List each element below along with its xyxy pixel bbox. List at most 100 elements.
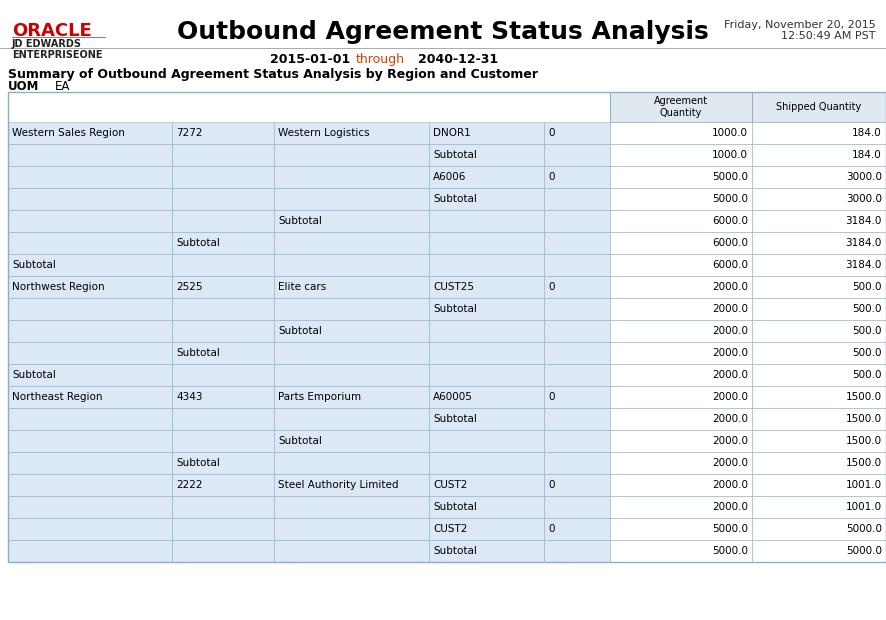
Text: 500.0: 500.0 [852,348,882,358]
Text: 2000.0: 2000.0 [712,480,748,490]
Text: 2015-01-01: 2015-01-01 [270,53,350,66]
Text: 6000.0: 6000.0 [712,260,748,270]
Bar [8,254,172,276]
Text: 6000.0: 6000.0 [712,216,748,226]
Bar [172,386,274,408]
Bar [544,276,610,298]
Bar [274,496,429,518]
Bar [610,496,752,518]
Bar [544,320,610,342]
Text: Subtotal: Subtotal [176,458,220,468]
Bar [274,188,429,210]
Text: 6000.0: 6000.0 [712,238,748,248]
Text: ENTERPRISEONE: ENTERPRISEONE [12,50,103,60]
Bar [429,452,544,474]
Bar [752,430,886,452]
Bar [752,276,886,298]
Bar [544,430,610,452]
Text: Subtotal: Subtotal [176,238,220,248]
Bar [274,276,429,298]
Bar [172,320,274,342]
Bar [274,540,429,562]
Bar [172,232,274,254]
Bar [752,166,886,188]
Bar [429,474,544,496]
Bar [429,430,544,452]
Bar [274,408,429,430]
Text: JD EDWARDS: JD EDWARDS [12,39,82,49]
Bar [429,144,544,166]
Text: 5000.0: 5000.0 [712,546,748,556]
Text: Subtotal: Subtotal [278,436,322,446]
Text: 3184.0: 3184.0 [845,260,882,270]
Bar [172,518,274,540]
Bar [752,144,886,166]
Bar [544,496,610,518]
Bar [610,188,752,210]
Text: 0: 0 [548,524,555,534]
Bar [752,298,886,320]
Bar [544,144,610,166]
Text: Subtotal: Subtotal [278,326,322,336]
Text: 3184.0: 3184.0 [845,216,882,226]
Bar [544,210,610,232]
Text: 1500.0: 1500.0 [846,436,882,446]
Text: 2000.0: 2000.0 [712,326,748,336]
Text: 2000.0: 2000.0 [712,282,748,292]
Bar [752,386,886,408]
Bar [8,474,172,496]
Text: Western Logistics: Western Logistics [278,128,369,138]
Text: 500.0: 500.0 [852,304,882,314]
Text: DNOR1: DNOR1 [433,128,470,138]
Text: EA: EA [55,80,70,93]
Text: Northwest Region: Northwest Region [12,282,105,292]
Text: 500.0: 500.0 [852,370,882,380]
Bar [610,298,752,320]
Text: 5000.0: 5000.0 [712,194,748,204]
Bar [8,298,172,320]
Text: Shipped Quantity: Shipped Quantity [776,102,861,112]
Bar [752,342,886,364]
Text: Subtotal: Subtotal [433,414,477,424]
Bar [274,430,429,452]
Text: 2000.0: 2000.0 [712,502,748,512]
Bar [752,188,886,210]
Bar [172,276,274,298]
Text: 3000.0: 3000.0 [846,172,882,182]
Bar [544,386,610,408]
Text: Subtotal: Subtotal [12,370,56,380]
Text: 3000.0: 3000.0 [846,194,882,204]
Bar [429,166,544,188]
Text: CUST2: CUST2 [433,480,468,490]
Bar [610,518,752,540]
Text: 500.0: 500.0 [852,326,882,336]
Bar [610,474,752,496]
Bar [610,540,752,562]
Bar [752,474,886,496]
Bar [8,92,886,562]
Bar [172,474,274,496]
Text: 184.0: 184.0 [852,128,882,138]
Bar [610,386,752,408]
Bar [544,540,610,562]
Bar [610,122,752,144]
Bar [8,166,172,188]
Text: A60005: A60005 [433,392,473,402]
Bar [274,232,429,254]
Bar [429,540,544,562]
Text: Subtotal: Subtotal [12,260,56,270]
Text: Subtotal: Subtotal [433,150,477,160]
Bar [544,408,610,430]
Bar [544,232,610,254]
Text: ORACLE: ORACLE [12,22,92,40]
Bar [274,254,429,276]
Text: Western Sales Region: Western Sales Region [12,128,125,138]
Bar [752,232,886,254]
Bar [172,144,274,166]
Bar [172,298,274,320]
Bar [8,122,172,144]
Text: 0: 0 [548,172,555,182]
Bar [274,320,429,342]
Bar [544,298,610,320]
Bar [429,254,544,276]
